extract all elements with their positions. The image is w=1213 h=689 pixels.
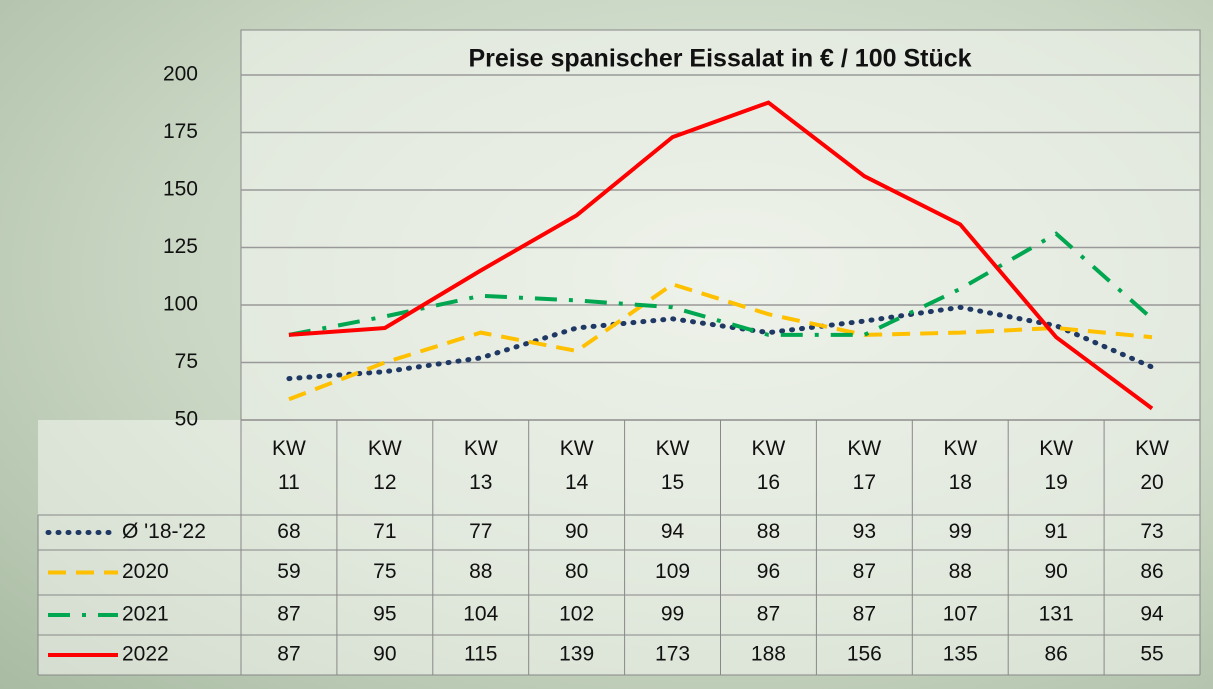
table-value: 131 bbox=[1039, 603, 1074, 626]
table-value: 188 bbox=[751, 643, 786, 666]
y-tick-label: 175 bbox=[163, 120, 198, 143]
table-value: 75 bbox=[373, 560, 396, 583]
table-value: 104 bbox=[463, 603, 498, 626]
table-value: 95 bbox=[373, 603, 396, 626]
x-tick-label: KW 14 bbox=[557, 432, 597, 500]
table-value: 90 bbox=[1044, 560, 1067, 583]
x-tick-label: KW 11 bbox=[269, 432, 309, 500]
table-value: 87 bbox=[853, 560, 876, 583]
table-area bbox=[38, 420, 1200, 675]
table-value: 94 bbox=[1140, 603, 1164, 626]
table-value: 88 bbox=[949, 560, 972, 583]
x-tick-label: KW 16 bbox=[748, 432, 788, 500]
x-tick-label: KW 20 bbox=[1132, 432, 1172, 500]
table-value: 87 bbox=[277, 603, 300, 626]
y-tick-label: 150 bbox=[163, 178, 198, 201]
table-value: 90 bbox=[373, 643, 396, 666]
x-tick-label: KW 15 bbox=[653, 432, 693, 500]
table-value: 107 bbox=[943, 603, 978, 626]
table-value: 88 bbox=[757, 520, 780, 543]
table-value: 87 bbox=[277, 643, 300, 666]
table-value: 77 bbox=[469, 520, 492, 543]
table-value: 156 bbox=[847, 643, 882, 666]
table-value: 139 bbox=[559, 643, 594, 666]
table-value: 135 bbox=[943, 643, 978, 666]
y-tick-label: 200 bbox=[163, 63, 198, 86]
chart: Preise spanischer Eissalat in € / 100 St… bbox=[0, 0, 1213, 689]
table-value: 86 bbox=[1140, 560, 1163, 583]
y-tick-label: 50 bbox=[175, 408, 198, 431]
legend-label: 2020 bbox=[122, 560, 169, 583]
table-value: 115 bbox=[464, 643, 497, 666]
table-value: 73 bbox=[1140, 520, 1163, 543]
chart-svg: Preise spanischer Eissalat in € / 100 St… bbox=[0, 0, 1213, 689]
table-value: 86 bbox=[1044, 643, 1067, 666]
y-tick-label: 100 bbox=[163, 293, 198, 316]
x-tick-label: KW 12 bbox=[365, 432, 405, 500]
table-value: 94 bbox=[661, 520, 685, 543]
legend-label: 2022 bbox=[122, 643, 169, 666]
table-value: 88 bbox=[469, 560, 492, 583]
y-tick-label: 125 bbox=[163, 235, 198, 258]
table-value: 55 bbox=[1140, 643, 1163, 666]
table-value: 99 bbox=[661, 603, 684, 626]
table-value: 102 bbox=[559, 603, 594, 626]
table-value: 96 bbox=[757, 560, 780, 583]
x-tick-label: KW 19 bbox=[1036, 432, 1076, 500]
y-tick-label: 75 bbox=[175, 350, 198, 373]
table-value: 87 bbox=[757, 603, 780, 626]
plot-area bbox=[241, 30, 1200, 420]
legend-label: 2021 bbox=[122, 603, 169, 626]
x-tick-label: KW 18 bbox=[940, 432, 980, 500]
table-value: 87 bbox=[853, 603, 876, 626]
table-value: 68 bbox=[277, 520, 300, 543]
legend-label: Ø '18-'22 bbox=[122, 520, 206, 543]
table-value: 90 bbox=[565, 520, 588, 543]
table-value: 59 bbox=[277, 560, 300, 583]
table-value: 173 bbox=[655, 643, 690, 666]
x-tick-label: KW 13 bbox=[461, 432, 501, 500]
chart-title: Preise spanischer Eissalat in € / 100 St… bbox=[468, 45, 971, 73]
table-value: 99 bbox=[949, 520, 972, 543]
table-value: 109 bbox=[655, 560, 690, 583]
x-tick-label: KW 17 bbox=[844, 432, 884, 500]
table-value: 91 bbox=[1044, 520, 1067, 543]
table-value: 71 bbox=[373, 520, 396, 543]
table-value: 93 bbox=[853, 520, 876, 543]
table-value: 80 bbox=[565, 560, 588, 583]
